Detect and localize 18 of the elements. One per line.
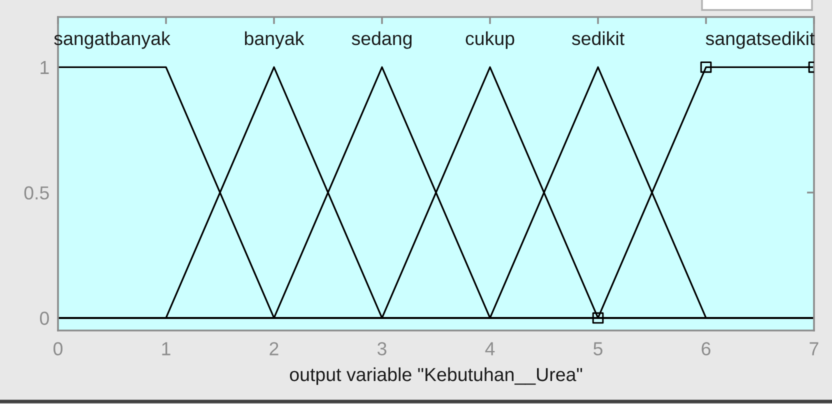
x-tick-label: 1 — [162, 342, 170, 356]
y-tick-label: 0 — [40, 312, 49, 325]
series-label: sedikit — [572, 31, 624, 46]
y-tick-label: 0.5 — [24, 186, 49, 200]
x-tick-label: 0 — [54, 342, 62, 356]
x-axis-title: output variable "Kebutuhan__Urea" — [290, 367, 582, 385]
x-tick-label: 6 — [702, 342, 710, 356]
series-label: banyak — [244, 31, 304, 49]
series-label: sedang — [352, 31, 412, 49]
series-label: cukup — [466, 31, 514, 49]
x-tick-label: 5 — [594, 342, 602, 356]
x-tick-label: 2 — [270, 342, 278, 356]
y-tick-label: 1 — [40, 61, 49, 74]
x-tick-label: 4 — [485, 342, 495, 356]
x-tick-label: 7 — [810, 342, 818, 356]
series-label: sangatbanyak — [54, 31, 170, 49]
x-tick-label: 3 — [378, 342, 386, 356]
series-label: sangatsedikit — [706, 31, 815, 49]
